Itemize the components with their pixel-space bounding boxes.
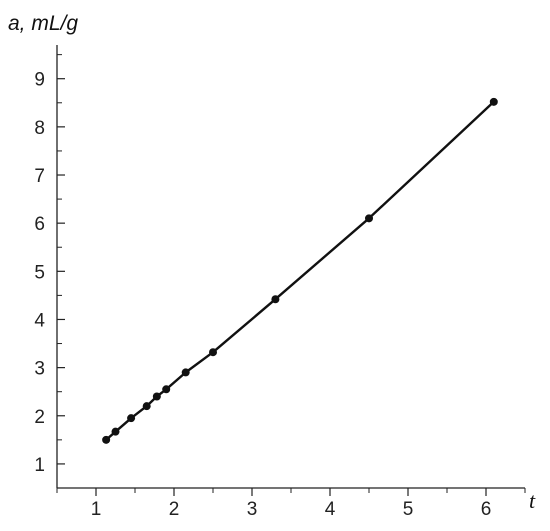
data-point bbox=[111, 427, 120, 436]
x-tick-label: 3 bbox=[247, 499, 258, 520]
data-point bbox=[162, 385, 171, 394]
data-point bbox=[271, 295, 280, 304]
x-axis-title: t bbox=[529, 488, 536, 513]
y-tick-label: 4 bbox=[34, 310, 45, 331]
data-point bbox=[489, 97, 498, 106]
y-tick-label: 6 bbox=[34, 214, 45, 235]
data-point bbox=[102, 435, 111, 444]
y-tick-label: 1 bbox=[34, 455, 45, 476]
y-tick-label: 9 bbox=[34, 70, 45, 91]
data-point bbox=[152, 392, 161, 401]
x-tick-label: 1 bbox=[91, 499, 102, 520]
data-point bbox=[181, 368, 190, 377]
data-point bbox=[127, 414, 136, 423]
y-tick-label: 5 bbox=[34, 262, 45, 283]
x-tick-label: 6 bbox=[481, 499, 492, 520]
data-point bbox=[142, 402, 151, 411]
y-tick-label: 3 bbox=[34, 359, 45, 380]
y-axis-title: a, mL/g bbox=[8, 12, 78, 35]
y-tick-label: 8 bbox=[34, 118, 45, 139]
x-tick-label: 2 bbox=[169, 499, 180, 520]
data-point bbox=[209, 348, 217, 357]
y-tick-label: 2 bbox=[34, 407, 45, 428]
x-tick-label: 5 bbox=[403, 499, 414, 520]
ticks: 1 2 3 4 5 6 1 2 3 4 5 6 7 8 9 bbox=[34, 54, 526, 520]
y-tick-label: 7 bbox=[34, 166, 45, 187]
data-point bbox=[365, 214, 373, 223]
series bbox=[102, 97, 498, 444]
x-tick-label: 4 bbox=[325, 499, 336, 520]
